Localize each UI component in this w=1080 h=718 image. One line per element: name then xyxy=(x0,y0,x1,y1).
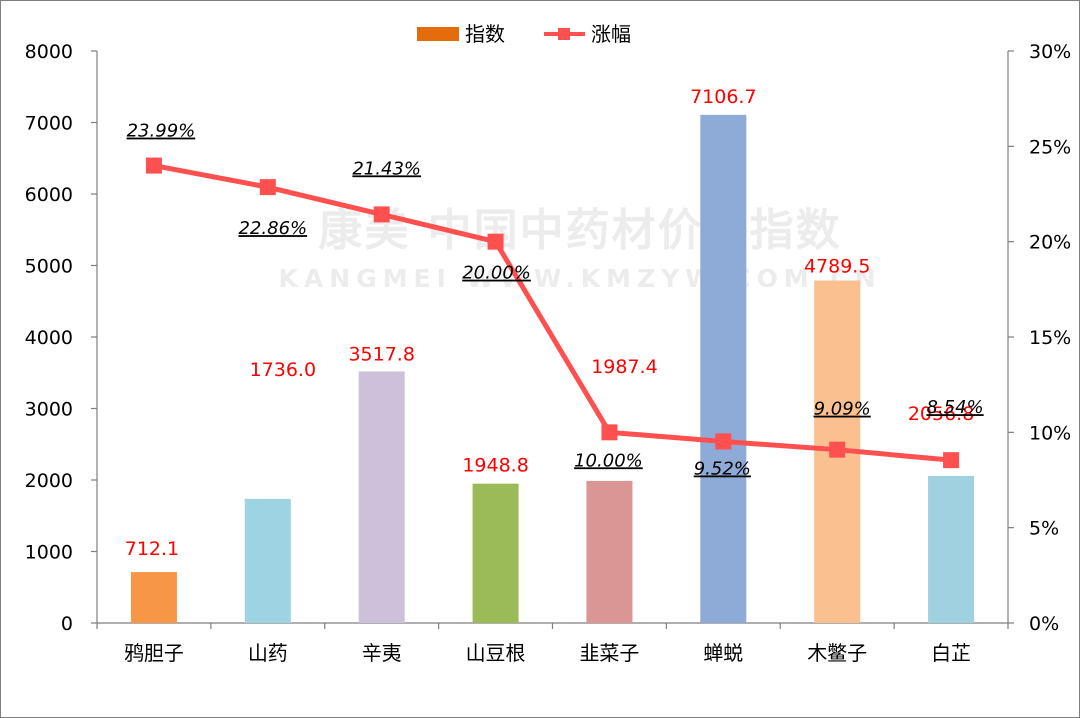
x-tick-label: 山豆根 xyxy=(466,641,526,665)
x-tick-label: 韭菜子 xyxy=(579,641,639,665)
legend-bar-swatch xyxy=(417,27,459,41)
bar-value-label: 1987.4 xyxy=(591,356,657,378)
bar-value-label: 3517.8 xyxy=(348,343,414,365)
line-value-label: 21.43% xyxy=(352,158,421,179)
right-y-tick-label: 5% xyxy=(1029,518,1059,540)
right-y-tick-label: 20% xyxy=(1029,232,1071,254)
legend-line-label: 涨幅 xyxy=(591,22,631,46)
legend: 指数 涨幅 xyxy=(417,22,631,46)
line-point xyxy=(829,441,846,458)
bar-value-label: 1736.0 xyxy=(250,359,316,381)
data-labels: 712.1 1736.0 3517.8 1948.8 1987.4 7106.7 4789.… xyxy=(125,86,984,560)
watermark-main-text: 康美 中国中药材价格指数 xyxy=(318,205,841,256)
bar-value-label: 1948.8 xyxy=(462,455,528,477)
line-value-label: 9.52% xyxy=(694,458,751,479)
bar xyxy=(928,475,975,623)
line-value-label: 9.09% xyxy=(814,399,871,420)
x-tick-label: 白芷 xyxy=(931,641,971,665)
right-y-tick-label: 10% xyxy=(1029,422,1071,444)
bar xyxy=(130,572,177,623)
right-y-tick-label: 25% xyxy=(1029,136,1071,158)
line-value-label: 23.99% xyxy=(127,121,196,142)
left-y-tick-label: 2000 xyxy=(25,470,73,492)
bar-value-label: 4789.5 xyxy=(804,256,870,278)
bar xyxy=(472,483,519,623)
left-y-tick-label: 6000 xyxy=(25,184,73,206)
series-line xyxy=(151,163,954,463)
right-y-tick-label: 30% xyxy=(1029,41,1071,63)
watermark-sub-text: KANGMEI WWW.KMZYW.COM.CN xyxy=(278,264,881,293)
line-value-label: 8.54% xyxy=(926,397,983,418)
line-point xyxy=(601,424,618,441)
left-y-tick-label: 8000 xyxy=(25,41,73,63)
line-point xyxy=(487,233,504,250)
legend-bar-label: 指数 xyxy=(465,22,505,46)
left-y-tick-label: 5000 xyxy=(25,256,73,278)
line-point xyxy=(943,452,960,469)
bars xyxy=(130,114,975,624)
line-value-label: 10.00% xyxy=(574,450,643,471)
x-tick-label: 鸦胆子 xyxy=(124,641,184,665)
right-y-tick-label: 0% xyxy=(1029,613,1059,635)
bar-value-label: 7106.7 xyxy=(690,86,756,108)
right-y-tick-label: 15% xyxy=(1029,327,1071,349)
x-tick-label: 辛夷 xyxy=(362,641,402,665)
line-point xyxy=(145,157,162,174)
bar xyxy=(244,498,291,623)
left-y-tick-label: 3000 xyxy=(25,399,73,421)
bar xyxy=(586,480,633,623)
left-y-tick-label: 1000 xyxy=(25,542,73,564)
left-y-tick-label: 0 xyxy=(61,613,73,635)
axes: 0 1000 2000 3000 4000 5000 6000 7000 8000 0% 5% 10%… xyxy=(25,41,1072,665)
line-point xyxy=(259,179,276,196)
line-point xyxy=(373,206,390,223)
bar-value-label: 2056.8 xyxy=(908,403,974,425)
x-tick-label: 蝉蜕 xyxy=(703,641,743,665)
line-value-label: 22.86% xyxy=(238,218,307,239)
watermark: 康美 中国中药材价格指数 KANGMEI WWW.KMZYW.COM.CN xyxy=(278,205,881,293)
bar-value-label: 712.1 xyxy=(125,538,179,560)
x-tick-label: 木鳖子 xyxy=(807,641,867,665)
left-y-tick-label: 7000 xyxy=(25,113,73,135)
bar xyxy=(700,114,747,624)
left-y-tick-label: 4000 xyxy=(25,327,73,349)
x-tick-label: 山药 xyxy=(248,641,288,665)
legend-line-marker xyxy=(558,28,570,40)
line-value-label: 20.00% xyxy=(462,263,531,284)
line-point xyxy=(715,433,732,450)
bar xyxy=(358,371,405,623)
line-series xyxy=(145,157,960,469)
